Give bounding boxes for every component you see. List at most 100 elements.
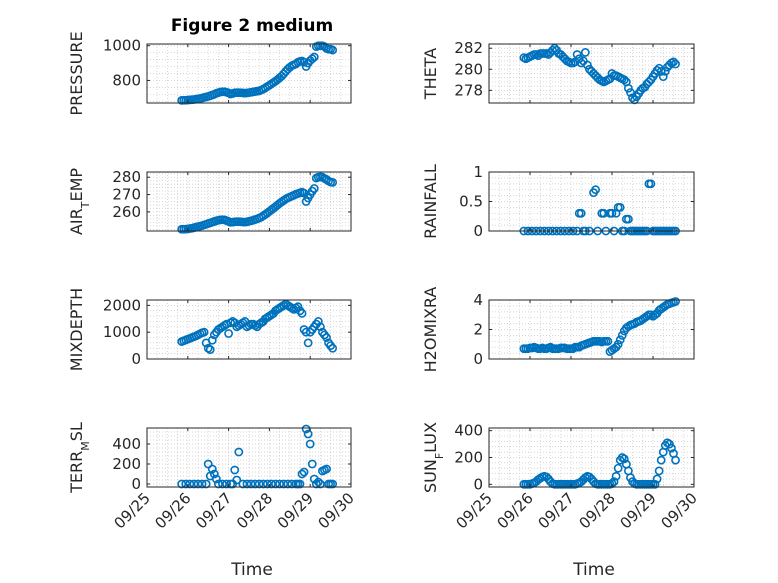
data-point xyxy=(328,178,338,187)
data-point xyxy=(232,475,242,485)
data-point xyxy=(642,311,652,321)
data-point xyxy=(254,479,264,489)
data-point xyxy=(576,208,586,218)
data-point xyxy=(654,466,664,476)
data-point xyxy=(258,479,268,489)
data-point xyxy=(267,479,276,489)
data-point xyxy=(305,439,315,449)
y-tick-label: 800 xyxy=(112,71,141,89)
y-tick-label: 1000 xyxy=(103,323,141,341)
y-tick-label: 0 xyxy=(473,222,483,240)
data-point xyxy=(550,43,559,53)
data-point xyxy=(603,336,613,346)
data-point xyxy=(181,479,191,489)
data-point xyxy=(287,479,297,489)
data-point xyxy=(671,59,680,69)
data-point xyxy=(624,214,633,224)
data-point xyxy=(580,48,590,57)
data-point xyxy=(211,474,221,484)
y-tick-label: 400 xyxy=(454,422,483,440)
subplot-theta: 278 280 282 THETA xyxy=(421,39,695,105)
y-tick-label: 280 xyxy=(454,60,483,78)
y-tick-label: 0 xyxy=(473,475,483,493)
y-axis-label: TERRMSL xyxy=(67,422,92,494)
data-point xyxy=(607,208,617,218)
data-point xyxy=(669,57,678,67)
y-tick-label: 260 xyxy=(112,203,141,221)
data-point xyxy=(613,339,623,349)
data-point xyxy=(199,327,209,337)
data-point xyxy=(626,88,635,97)
data-point xyxy=(644,77,654,87)
x-axis-label-right: Time xyxy=(572,560,615,580)
y-tick-label: 282 xyxy=(454,39,483,57)
axes-box xyxy=(146,171,352,232)
data-point xyxy=(660,66,670,76)
data-point xyxy=(250,479,260,489)
data-point xyxy=(667,443,676,453)
y-tick-label: 0.5 xyxy=(459,193,483,211)
axes-box xyxy=(146,427,352,488)
data-point xyxy=(213,479,223,489)
y-tick-label: 0 xyxy=(131,350,141,368)
data-point xyxy=(238,479,248,489)
y-tick-label: 1 xyxy=(473,163,483,181)
data-point xyxy=(303,338,313,348)
data-point xyxy=(262,479,272,489)
y-tick-label: 0 xyxy=(473,350,483,368)
subplot-rainfall: 0 0.5 1 RAINFALL xyxy=(421,163,695,240)
data-point xyxy=(307,54,317,64)
y-tick-label: 1000 xyxy=(103,37,141,55)
data-point xyxy=(193,479,203,489)
data-point xyxy=(658,72,668,82)
y-tick-label: 278 xyxy=(454,81,483,99)
subplot-h2omixra: 0 2 4 H2OMIXRA xyxy=(421,287,695,372)
y-tick-label: 200 xyxy=(454,449,483,467)
y-axis-label: AIRTEMP xyxy=(67,168,92,235)
y-axis-label: PRESSURE xyxy=(67,31,86,115)
data-point xyxy=(646,179,656,189)
data-point xyxy=(309,184,319,193)
data-point xyxy=(615,335,625,345)
data-point xyxy=(224,329,233,338)
data-point xyxy=(609,477,619,487)
data-point xyxy=(652,474,662,484)
y-axis-label: SUNFLUX xyxy=(421,422,446,493)
data-point xyxy=(313,317,323,326)
x-axis-label-left: Time xyxy=(230,560,273,580)
data-point xyxy=(315,479,325,489)
data-point xyxy=(299,467,309,477)
data-point xyxy=(628,93,637,103)
data-point xyxy=(671,455,680,465)
data-point xyxy=(328,45,338,55)
data-point xyxy=(599,208,609,218)
data-point xyxy=(205,345,215,355)
subplot-pressure: 800 1000 PRESSURE xyxy=(67,31,352,116)
data-point xyxy=(222,479,231,489)
data-point xyxy=(671,297,680,306)
data-point xyxy=(297,469,307,479)
data-point xyxy=(328,479,338,489)
data-point xyxy=(246,479,256,489)
subplot-mixdepth: 0 1000 2000 MIXDEPTH xyxy=(67,288,352,371)
data-point xyxy=(234,447,244,457)
data-point xyxy=(197,479,207,489)
data-point xyxy=(313,477,323,487)
data-point xyxy=(656,455,666,465)
data-point xyxy=(572,50,582,59)
data-point xyxy=(328,343,338,353)
data-point xyxy=(283,479,293,489)
y-axis-label: RAINFALL xyxy=(421,164,440,239)
data-point xyxy=(295,479,305,489)
y-tick-label: 280 xyxy=(112,168,141,186)
data-point xyxy=(275,479,284,489)
data-point xyxy=(189,479,199,489)
y-axis-label: MIXDEPTH xyxy=(67,288,86,371)
y-axis-label: THETA xyxy=(421,48,440,100)
data-point xyxy=(307,459,317,469)
data-point xyxy=(207,335,217,345)
data-point xyxy=(177,479,187,489)
data-point xyxy=(311,479,321,489)
axes-box xyxy=(488,43,695,104)
data-point xyxy=(611,471,621,481)
